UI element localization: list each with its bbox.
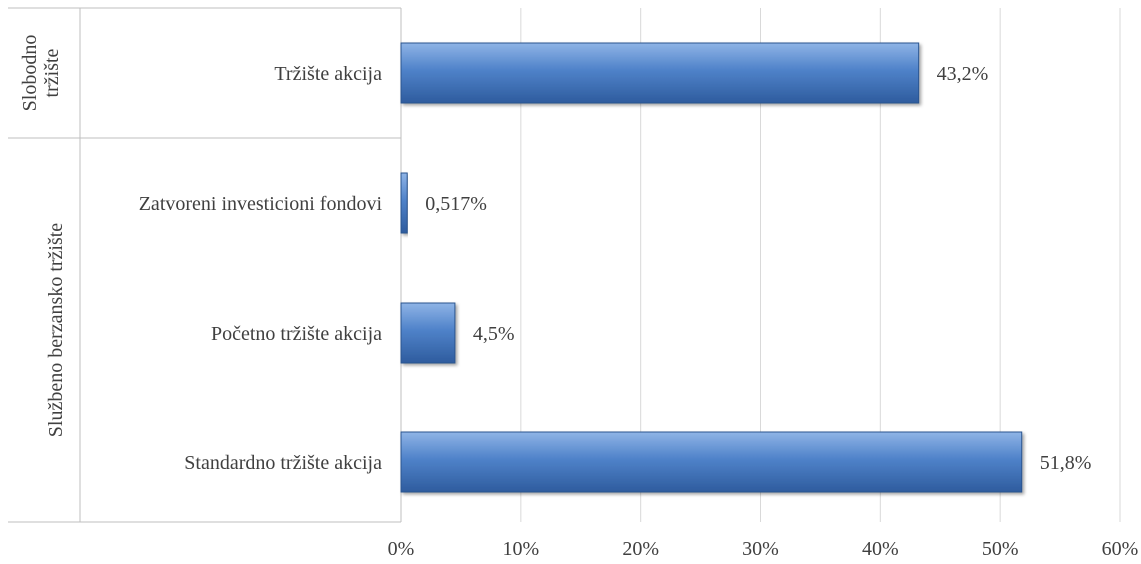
group-label: Slobodno [19, 35, 41, 112]
category-label: Zatvoreni investicioni fondovi [139, 193, 383, 215]
group-labels: Slobodno tržište Službeno berzansko tržišt… [19, 35, 67, 438]
category-label: Tržište akcija [274, 63, 382, 85]
x-tick-label: 10% [502, 538, 539, 560]
bar [400, 42, 920, 104]
x-tick-label: 20% [622, 538, 659, 560]
data-label: 4,5% [473, 323, 515, 345]
data-label: 0,517% [425, 193, 487, 215]
bars [400, 42, 1023, 493]
group-label: tržište [41, 48, 63, 97]
x-axis-tick-labels: 0% 10% 20% 30% 40% 50% 60% [388, 538, 1139, 560]
category-label: Početno tržište akcija [211, 323, 382, 345]
value-labels: 43,2% 0,517% 4,5% 51,8% [425, 63, 1091, 474]
x-tick-label: 0% [388, 538, 415, 560]
x-tick-label: 30% [742, 538, 779, 560]
bar [400, 172, 408, 234]
category-label: Standardno tržište akcija [184, 452, 382, 474]
data-label: 43,2% [937, 63, 989, 85]
category-labels: Tržište akcija Zatvoreni investicioni fon… [139, 63, 383, 474]
bar [400, 302, 456, 364]
x-tick-label: 40% [862, 538, 899, 560]
x-tick-label: 50% [982, 538, 1019, 560]
group-label: Službeno berzansko tržište [45, 223, 67, 437]
bar [400, 431, 1023, 493]
data-label: 51,8% [1040, 452, 1092, 474]
x-tick-label: 60% [1102, 538, 1139, 560]
